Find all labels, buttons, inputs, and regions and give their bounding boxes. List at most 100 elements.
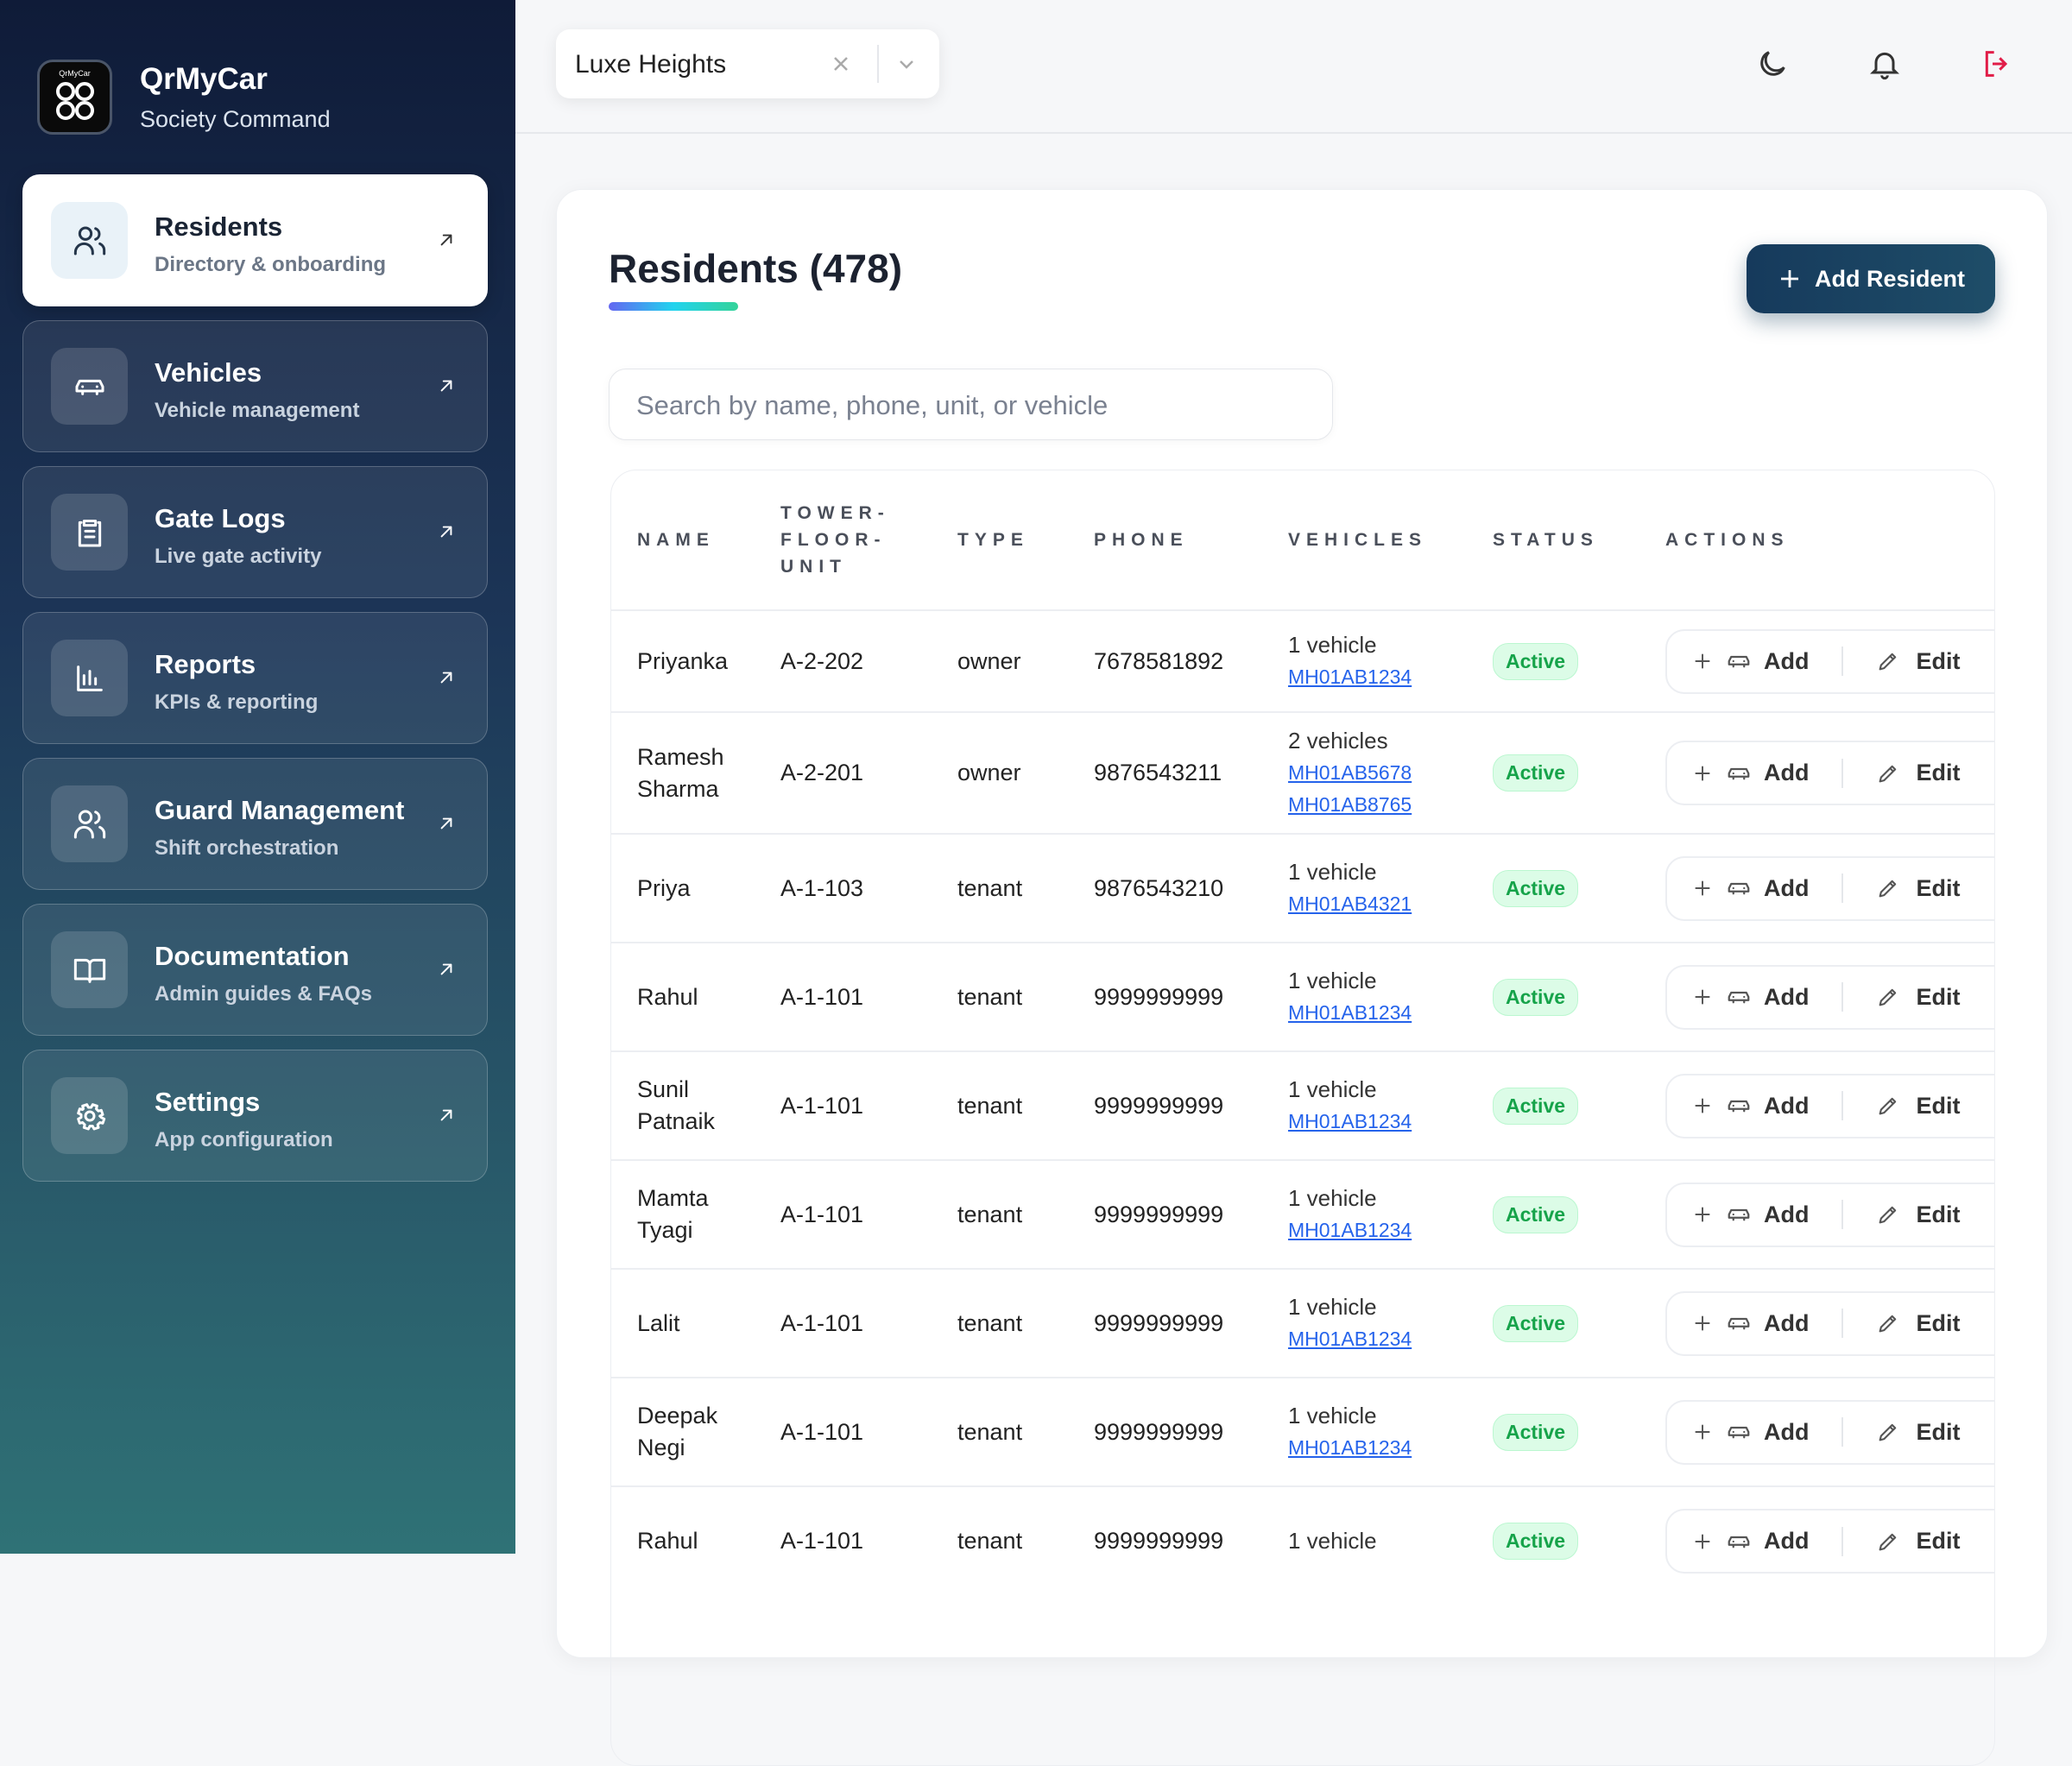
brand-title: QrMyCar xyxy=(140,62,268,96)
actions-cell: Add Edit xyxy=(1665,711,1994,834)
edit-button[interactable]: Edit xyxy=(1876,873,1960,905)
vehicles-cell: 1 vehicle MH01AB1234 xyxy=(1288,1050,1493,1160)
nav-item[interactable]: Vehicles Vehicle management xyxy=(22,320,488,452)
vehicle-plate[interactable]: MH01AB8765 xyxy=(1288,793,1412,816)
resident-name: Rahul xyxy=(611,942,780,1051)
resident-name: Sunil Patnaik xyxy=(611,1050,780,1160)
society-select[interactable]: Luxe Heights xyxy=(556,29,939,98)
add-vehicle-button[interactable]: Add xyxy=(1691,1199,1809,1231)
resident-phone: 7678581892 xyxy=(1094,609,1288,712)
add-label: Add xyxy=(1764,983,1810,1010)
icon xyxy=(73,810,105,838)
dropdown-icon[interactable] xyxy=(896,54,917,74)
add-vehicle-button[interactable]: Add xyxy=(1691,1308,1809,1340)
add-vehicle-button[interactable]: Add xyxy=(1691,1525,1809,1557)
vehicle-plate[interactable]: MH01AB1234 xyxy=(1288,1219,1412,1241)
nav-title: Reports xyxy=(155,649,256,679)
edit-label: Edit xyxy=(1916,1092,1961,1119)
vehicle-plate[interactable]: MH01AB1234 xyxy=(1288,1110,1412,1132)
add-resident-button[interactable]: Add Resident xyxy=(1747,244,1995,313)
actions-cell: Add Edit xyxy=(1665,833,1994,943)
resident-unit: A-1-101 xyxy=(780,942,957,1051)
vehicle-plate[interactable]: MH01AB1234 xyxy=(1288,665,1412,688)
add-label: Add xyxy=(1764,647,1810,674)
vehicle-count: 1 vehicle xyxy=(1288,1403,1377,1429)
status-badge: Active xyxy=(1493,642,1579,680)
nav-item[interactable]: Gate Logs Live gate activity xyxy=(22,466,488,598)
resident-row: Mamta Tyagi A-1-101 tenant 9999999999 1 vehi… xyxy=(611,1159,1994,1269)
plus-icon xyxy=(1695,765,1710,781)
actions-group: Add Edit xyxy=(1665,1073,1994,1138)
actions-cell: Add Edit xyxy=(1665,1377,1994,1486)
nav-item[interactable]: Settings App configuration xyxy=(22,1050,488,1182)
vehicle-count: 1 vehicle xyxy=(1288,1185,1377,1211)
vehicle-plate[interactable]: MH01AB1234 xyxy=(1288,1436,1412,1459)
clear-icon[interactable] xyxy=(831,54,851,74)
status-cell: Active xyxy=(1493,1485,1665,1595)
status-cell: Active xyxy=(1493,609,1665,712)
resident-row: Deepak Negi A-1-101 tenant 9999999999 1 vehi… xyxy=(611,1377,1994,1486)
resident-phone: 9999999999 xyxy=(1094,1377,1288,1486)
resident-name: Priyanka xyxy=(611,609,780,712)
arrow xyxy=(440,526,452,538)
add-vehicle-button[interactable]: Add xyxy=(1691,646,1809,678)
resident-type: tenant xyxy=(957,1268,1094,1378)
arrow xyxy=(440,963,452,975)
add-vehicle-button[interactable]: Add xyxy=(1691,1090,1809,1122)
actions-group: Add Edit xyxy=(1665,1182,1994,1247)
edit-button[interactable]: Edit xyxy=(1876,1308,1960,1340)
vehicle-count: 1 vehicle xyxy=(1288,859,1377,885)
edit-label: Edit xyxy=(1916,1418,1961,1445)
logout[interactable] xyxy=(1980,47,2014,81)
column-header: ACTIONS xyxy=(1665,530,1790,550)
edit-button[interactable]: Edit xyxy=(1876,757,1960,789)
vehicle-plate[interactable]: MH01AB1234 xyxy=(1288,1328,1412,1350)
vehicles-cell: 1 vehicle MH01AB4321 xyxy=(1288,833,1493,943)
add-label: Add xyxy=(1764,1092,1810,1119)
car-icon xyxy=(1728,882,1750,895)
add-vehicle-button[interactable]: Add xyxy=(1691,757,1809,789)
add-vehicle-button[interactable]: Add xyxy=(1691,873,1809,905)
edit-button[interactable]: Edit xyxy=(1876,646,1960,678)
resident-unit: A-1-103 xyxy=(780,833,957,943)
add-vehicle-button[interactable]: Add xyxy=(1691,1416,1809,1448)
notifications[interactable] xyxy=(1867,47,1902,81)
resident-type: tenant xyxy=(957,833,1094,943)
resident-type: owner xyxy=(957,711,1094,834)
status-badge: Active xyxy=(1493,1087,1579,1125)
resident-row: Lalit A-1-101 tenant 9999999999 1 vehicle MH0… xyxy=(611,1268,1994,1378)
edit-button[interactable]: Edit xyxy=(1876,1416,1960,1448)
search-input[interactable]: Search by name, phone, unit, or vehicle xyxy=(609,369,1333,440)
vehicle-plate[interactable]: MH01AB4321 xyxy=(1288,892,1412,915)
divider xyxy=(1841,1200,1844,1229)
nav-item[interactable]: Guard Management Shift orchestration xyxy=(22,758,488,890)
add-vehicle-button[interactable]: Add xyxy=(1691,981,1809,1013)
theme-toggle[interactable] xyxy=(1755,47,1790,81)
status-badge: Active xyxy=(1493,1304,1579,1342)
vehicle-plate[interactable]: MH01AB5678 xyxy=(1288,761,1412,784)
resident-phone: 9999999999 xyxy=(1094,942,1288,1051)
nav-item[interactable]: Reports KPIs & reporting xyxy=(22,612,488,744)
edit-label: Edit xyxy=(1916,874,1961,901)
status-badge: Active xyxy=(1493,1195,1579,1233)
divider xyxy=(1841,874,1844,903)
edit-button[interactable]: Edit xyxy=(1876,981,1960,1013)
sidebar: QrMyCar QrMyCar Society Command Resident… xyxy=(0,0,515,1554)
edit-button[interactable]: Edit xyxy=(1876,1090,1960,1122)
nav-item[interactable]: Residents Directory & onboarding xyxy=(22,174,488,306)
vehicle-plate[interactable]: MH01AB1234 xyxy=(1288,1001,1412,1024)
pencil-icon xyxy=(1879,988,1897,1006)
header-row: NAME TOWER-FLOOR-UNIT TYPE PHONE VEHICLES STA… xyxy=(611,470,1994,610)
edit-button[interactable]: Edit xyxy=(1876,1525,1960,1557)
plus-icon xyxy=(1780,270,1798,287)
divider xyxy=(1841,646,1844,676)
edit-button[interactable]: Edit xyxy=(1876,1199,1960,1231)
plus-icon xyxy=(1695,653,1710,669)
edit-label: Edit xyxy=(1916,1201,1961,1227)
pencil-icon xyxy=(1879,1097,1897,1115)
actions-cell: Add Edit xyxy=(1665,1485,1994,1595)
car-icon xyxy=(1728,991,1750,1004)
nav-subtitle: Shift orchestration xyxy=(155,836,339,860)
nav-item[interactable]: Documentation Admin guides & FAQs xyxy=(22,904,488,1036)
